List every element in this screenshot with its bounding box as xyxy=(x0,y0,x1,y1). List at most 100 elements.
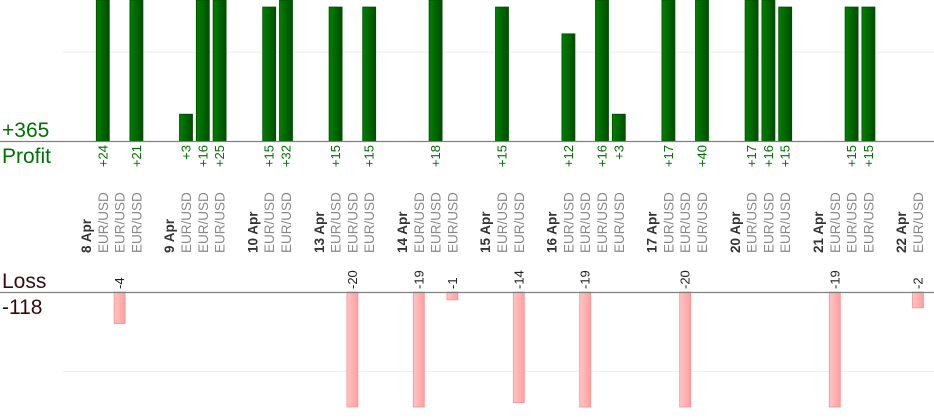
loss-total: -118 xyxy=(2,296,43,319)
profit-bar xyxy=(428,0,443,142)
profit-value-label: +32 xyxy=(279,145,294,167)
profit-value-label: +18 xyxy=(428,145,443,167)
profit-value-label: +21 xyxy=(129,145,144,167)
date-label: 8 Apr xyxy=(79,218,94,253)
profit-bar xyxy=(744,0,759,142)
loss-bar xyxy=(512,291,525,403)
loss-value-label: -19 xyxy=(827,270,842,289)
pair-label: EUR/USD xyxy=(196,192,211,253)
pair-label: EUR/USD xyxy=(561,192,576,253)
profit-value-label: +25 xyxy=(212,145,227,167)
profit-value-label: +24 xyxy=(95,145,110,167)
profit-bar xyxy=(495,6,509,142)
loss-value-label: -2 xyxy=(911,277,926,289)
loss-label: Loss xyxy=(2,270,47,293)
loss-value-label: -1 xyxy=(445,277,460,289)
pair-label: EUR/USD xyxy=(113,192,128,253)
profit-bar xyxy=(778,6,793,142)
date-label: 13 Apr xyxy=(312,211,327,253)
date-label: 14 Apr xyxy=(395,211,410,253)
pair-label: EUR/USD xyxy=(861,192,876,253)
loss-bar xyxy=(113,291,126,325)
loss-value-label: -4 xyxy=(112,277,127,289)
profit-value-label: +15 xyxy=(778,145,793,167)
loss-bar xyxy=(346,291,359,408)
date-label: 15 Apr xyxy=(478,211,493,253)
profit-value-label: +3 xyxy=(179,145,194,160)
pair-label: EUR/USD xyxy=(678,192,693,253)
pair-label: EUR/USD xyxy=(329,192,344,253)
profit-value-label: +15 xyxy=(861,145,876,167)
pair-label: EUR/USD xyxy=(412,192,427,253)
loss-value-label: -14 xyxy=(511,270,526,289)
loss-value-label: -19 xyxy=(578,270,593,289)
pair-label: EUR/USD xyxy=(213,192,228,253)
profit-value-label: +16 xyxy=(595,145,610,167)
pair-label: EUR/USD xyxy=(512,192,527,253)
loss-bar xyxy=(912,291,924,309)
loss-value-label: -20 xyxy=(678,270,693,289)
loss-bar xyxy=(828,291,841,408)
pair-label: EUR/USD xyxy=(578,192,593,253)
pair-label: EUR/USD xyxy=(761,192,776,253)
profit-value-label: +17 xyxy=(744,145,759,167)
pair-label: EUR/USD xyxy=(96,192,111,253)
profit-value-label: +15 xyxy=(362,145,377,167)
profit-value-label: +17 xyxy=(661,145,676,167)
loss-value-label: -19 xyxy=(411,270,426,289)
pair-label: EUR/USD xyxy=(778,192,793,253)
pair-label: EUR/USD xyxy=(845,192,860,253)
profit-bar xyxy=(362,6,377,142)
profit-bar xyxy=(212,0,227,142)
profit-value-label: +16 xyxy=(761,145,776,167)
profit-bar xyxy=(761,0,776,142)
profit-value-label: +15 xyxy=(495,145,510,167)
pair-label: EUR/USD xyxy=(745,192,760,253)
profit-bar xyxy=(279,0,293,142)
profit-value-label: +15 xyxy=(844,145,859,167)
profit-bar xyxy=(262,6,277,142)
profit-value-label: +3 xyxy=(611,145,626,160)
date-label: 20 Apr xyxy=(728,211,743,253)
profit-bar xyxy=(844,6,859,142)
profit-value-label: +40 xyxy=(695,145,710,167)
pair-label: EUR/USD xyxy=(279,192,294,253)
pair-label: EUR/USD xyxy=(429,192,444,253)
profit-bar xyxy=(661,0,676,142)
profit-value-label: +15 xyxy=(262,145,277,167)
profit-bar xyxy=(195,0,210,142)
loss-bar xyxy=(412,291,425,408)
profit-bar xyxy=(561,33,576,142)
loss-value-label: -20 xyxy=(345,270,360,289)
profit-bar xyxy=(861,6,876,142)
date-label: 21 Apr xyxy=(811,211,826,253)
pair-label: EUR/USD xyxy=(595,192,610,253)
pair-label: EUR/USD xyxy=(661,192,676,253)
profit-bar xyxy=(179,113,193,142)
profit-bar xyxy=(328,6,343,142)
pair-label: EUR/USD xyxy=(129,192,144,253)
date-label: 10 Apr xyxy=(245,211,260,253)
pair-label: EUR/USD xyxy=(495,192,510,253)
profit-label: Profit xyxy=(2,145,52,168)
date-label: 16 Apr xyxy=(545,211,560,253)
profit-value-label: +12 xyxy=(561,145,576,167)
pair-label: EUR/USD xyxy=(612,192,627,253)
pair-label: EUR/USD xyxy=(828,192,843,253)
profit-bar xyxy=(129,0,144,142)
profit-bar xyxy=(595,0,609,142)
loss-bar xyxy=(679,291,692,408)
profit-value-label: +15 xyxy=(328,145,343,167)
profit-bar xyxy=(695,0,709,142)
loss-bar xyxy=(446,291,459,301)
pair-label: EUR/USD xyxy=(179,192,194,253)
date-label: 17 Apr xyxy=(645,211,660,253)
date-label: 9 Apr xyxy=(162,218,177,253)
pair-label: EUR/USD xyxy=(911,192,926,253)
profit-value-label: +16 xyxy=(195,145,210,167)
date-label: 22 Apr xyxy=(894,211,909,253)
pair-label: EUR/USD xyxy=(345,192,360,253)
profit-total: +365 xyxy=(2,119,50,142)
profit-bar xyxy=(95,0,110,142)
